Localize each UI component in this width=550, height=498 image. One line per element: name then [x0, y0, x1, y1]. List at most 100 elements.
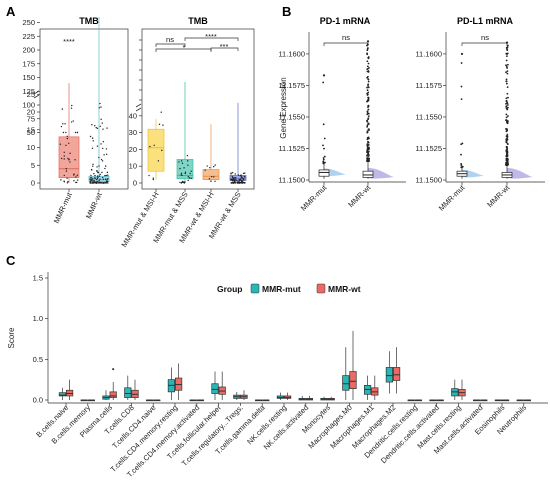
outlier-point — [506, 70, 509, 73]
data-point — [89, 180, 92, 182]
bracket — [155, 43, 186, 47]
outlier-point — [367, 136, 370, 139]
outlier-point — [322, 123, 325, 126]
outlier-point — [505, 52, 508, 55]
data-point — [91, 169, 93, 171]
data-point — [100, 158, 103, 161]
outlier-point — [112, 368, 115, 371]
outlier-point — [367, 115, 370, 118]
outlier-point — [367, 62, 370, 65]
outlier-point — [505, 59, 508, 62]
y-tick-label: 15 — [27, 125, 35, 134]
data-point — [68, 159, 70, 161]
chart-tmb-2: TMB 0 10 20 30 40 ns * **** *** MMR-mut & MS… — [119, 16, 255, 249]
data-point — [240, 178, 242, 180]
data-point — [204, 169, 206, 171]
data-point — [66, 137, 69, 140]
data-point — [69, 152, 71, 155]
significance-label: **** — [63, 37, 75, 46]
data-point — [101, 171, 103, 174]
data-point — [65, 168, 68, 170]
data-point — [96, 181, 99, 183]
data-point — [96, 169, 98, 172]
data-point — [91, 137, 94, 139]
outlier-point — [367, 146, 370, 149]
y-tick-label: 50 — [27, 128, 35, 137]
outlier-point — [505, 55, 508, 58]
legend-title: Group — [217, 284, 243, 294]
data-point — [62, 131, 65, 134]
y-tick-label: 25 — [27, 90, 35, 99]
outlier-point — [367, 128, 370, 131]
data-point — [66, 182, 69, 184]
y-tick-label: 11.1500 — [415, 176, 442, 185]
outlier-point — [507, 115, 509, 117]
data-point — [210, 180, 212, 182]
outlier-point — [366, 159, 369, 162]
data-point — [72, 120, 74, 122]
data-point — [74, 131, 77, 134]
outlier-point — [506, 92, 509, 95]
data-point — [180, 160, 183, 162]
outlier-point — [367, 104, 370, 107]
data-point — [230, 172, 232, 174]
outlier-point — [505, 155, 508, 157]
outlier-point — [367, 56, 370, 59]
y-tick-label: 0 — [31, 179, 35, 188]
data-point — [74, 159, 76, 161]
chart-immune-cells: Score 0.00.51.01.5 Group MMR-mut MMR-wt … — [7, 272, 548, 479]
data-point — [242, 172, 245, 175]
data-point — [60, 179, 62, 181]
outlier-point — [366, 43, 369, 46]
data-point — [179, 167, 181, 170]
axis-break — [135, 103, 142, 112]
significance-label: ns — [481, 33, 489, 42]
x-axis: MMR-mut MMR-wt — [437, 182, 512, 213]
data-point — [241, 176, 243, 179]
data-point — [93, 177, 96, 179]
data-point — [64, 123, 66, 125]
data-point — [102, 128, 104, 130]
outlier-point — [366, 89, 369, 92]
data-point — [98, 165, 100, 167]
data-point — [97, 176, 99, 179]
data-point — [63, 174, 65, 177]
data-point — [71, 104, 73, 107]
data-point — [67, 180, 69, 183]
outlier-point — [367, 83, 370, 86]
data-point — [105, 174, 108, 177]
outlier-point — [506, 44, 509, 47]
outlier-point — [460, 153, 462, 156]
outlier-point — [367, 152, 369, 155]
y-tick-label: 200 — [22, 46, 35, 55]
data-point — [210, 175, 213, 178]
box-0-box — [58, 392, 67, 397]
outlier-point — [505, 151, 508, 154]
outlier-point — [460, 85, 463, 88]
data-point — [234, 179, 236, 181]
outlier-point — [368, 67, 370, 69]
bracket — [461, 42, 508, 46]
outlier-max — [366, 40, 370, 43]
y-axis: 0 10 20 30 40 — [129, 39, 142, 188]
data-point — [105, 148, 108, 150]
outlier-point — [506, 104, 509, 106]
data-point — [100, 106, 102, 108]
data-point — [66, 177, 68, 179]
data-point — [240, 180, 243, 182]
x-tick-label: MMR-mut — [52, 190, 74, 224]
data-point — [162, 124, 164, 126]
data-point — [152, 178, 155, 181]
outlier-point — [367, 157, 370, 160]
y-tick-label: 20 — [27, 108, 35, 117]
outlier-point — [322, 161, 325, 164]
outlier-point — [460, 162, 463, 165]
box-0-box — [342, 375, 350, 391]
significance-label: **** — [205, 32, 217, 41]
outlier-point — [366, 100, 369, 103]
outlier-point — [367, 75, 369, 78]
box-2-box — [202, 169, 220, 180]
data-point — [187, 179, 189, 182]
data-point — [75, 181, 78, 184]
